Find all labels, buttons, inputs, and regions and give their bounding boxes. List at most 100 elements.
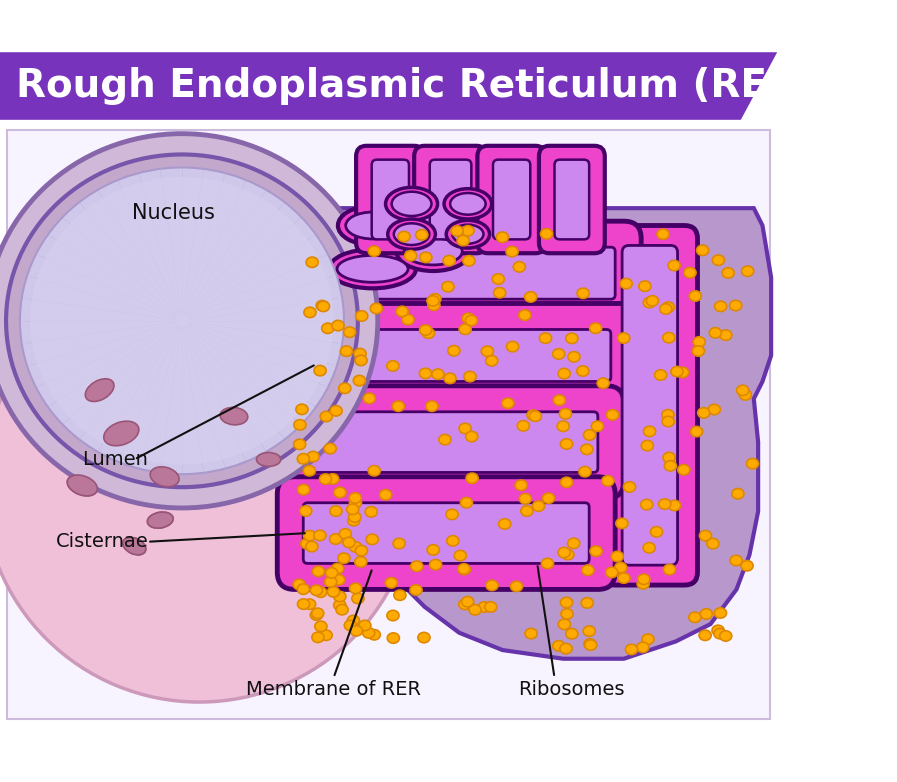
- Ellipse shape: [314, 365, 327, 376]
- Ellipse shape: [625, 644, 638, 655]
- Ellipse shape: [385, 578, 397, 588]
- Ellipse shape: [370, 303, 382, 314]
- Ellipse shape: [692, 346, 704, 357]
- Ellipse shape: [462, 313, 475, 324]
- Ellipse shape: [405, 238, 462, 265]
- Polygon shape: [291, 208, 771, 658]
- Ellipse shape: [297, 584, 309, 594]
- Ellipse shape: [696, 245, 709, 256]
- Ellipse shape: [513, 262, 526, 272]
- Text: Cisternae: Cisternae: [57, 533, 149, 551]
- Ellipse shape: [387, 361, 399, 371]
- Ellipse shape: [698, 407, 710, 418]
- Ellipse shape: [464, 371, 476, 382]
- Ellipse shape: [712, 255, 725, 265]
- Ellipse shape: [333, 575, 344, 585]
- Ellipse shape: [416, 230, 428, 240]
- Text: Ribosomes: Ribosomes: [518, 680, 625, 698]
- Ellipse shape: [458, 599, 471, 609]
- Ellipse shape: [396, 307, 408, 317]
- Ellipse shape: [741, 561, 753, 571]
- Ellipse shape: [411, 561, 422, 572]
- Ellipse shape: [363, 393, 375, 404]
- Ellipse shape: [392, 401, 405, 411]
- Ellipse shape: [506, 246, 518, 256]
- Ellipse shape: [330, 506, 342, 516]
- Ellipse shape: [444, 188, 492, 219]
- Ellipse shape: [709, 404, 720, 414]
- FancyBboxPatch shape: [277, 477, 615, 590]
- Ellipse shape: [668, 500, 681, 511]
- Ellipse shape: [459, 423, 471, 434]
- Ellipse shape: [637, 579, 649, 589]
- Ellipse shape: [368, 246, 380, 256]
- FancyBboxPatch shape: [554, 160, 589, 239]
- Ellipse shape: [499, 518, 510, 529]
- Ellipse shape: [104, 421, 139, 446]
- Ellipse shape: [418, 633, 430, 643]
- Ellipse shape: [365, 507, 378, 517]
- Ellipse shape: [446, 509, 458, 519]
- Ellipse shape: [712, 625, 724, 636]
- Ellipse shape: [518, 421, 529, 431]
- Text: Rough Endoplasmic Reticulum (RER): Rough Endoplasmic Reticulum (RER): [15, 67, 814, 105]
- FancyBboxPatch shape: [493, 160, 530, 239]
- Ellipse shape: [614, 562, 627, 572]
- Ellipse shape: [691, 426, 702, 437]
- Ellipse shape: [368, 630, 380, 640]
- FancyBboxPatch shape: [539, 145, 605, 253]
- Ellipse shape: [736, 386, 749, 396]
- Ellipse shape: [541, 228, 553, 239]
- Ellipse shape: [463, 256, 475, 266]
- Ellipse shape: [306, 257, 318, 267]
- Ellipse shape: [368, 465, 380, 476]
- Ellipse shape: [671, 367, 683, 377]
- Ellipse shape: [444, 373, 456, 383]
- Text: Membrane of RER: Membrane of RER: [246, 680, 421, 698]
- Ellipse shape: [427, 545, 440, 555]
- Ellipse shape: [398, 231, 410, 242]
- Ellipse shape: [326, 568, 338, 578]
- Text: Lumen: Lumen: [83, 450, 148, 469]
- Ellipse shape: [533, 501, 544, 511]
- Ellipse shape: [525, 292, 536, 302]
- Ellipse shape: [663, 332, 675, 343]
- Ellipse shape: [641, 440, 653, 450]
- Ellipse shape: [485, 356, 498, 366]
- Ellipse shape: [710, 328, 721, 338]
- Ellipse shape: [643, 297, 656, 308]
- Ellipse shape: [349, 497, 361, 508]
- Ellipse shape: [257, 453, 281, 466]
- Ellipse shape: [582, 565, 594, 576]
- Ellipse shape: [293, 439, 306, 450]
- Ellipse shape: [662, 416, 675, 427]
- Ellipse shape: [583, 626, 596, 637]
- Ellipse shape: [147, 512, 173, 528]
- Ellipse shape: [366, 534, 379, 544]
- Ellipse shape: [402, 314, 414, 325]
- Ellipse shape: [334, 591, 346, 601]
- Ellipse shape: [320, 630, 332, 640]
- Ellipse shape: [427, 296, 439, 306]
- Ellipse shape: [450, 193, 485, 215]
- Ellipse shape: [329, 249, 416, 289]
- Ellipse shape: [298, 484, 309, 495]
- Ellipse shape: [561, 597, 572, 608]
- Ellipse shape: [585, 640, 597, 651]
- Ellipse shape: [525, 629, 537, 639]
- Ellipse shape: [9, 156, 355, 486]
- Ellipse shape: [318, 301, 329, 311]
- Ellipse shape: [616, 518, 628, 529]
- Ellipse shape: [700, 530, 711, 541]
- Ellipse shape: [405, 250, 417, 261]
- Ellipse shape: [315, 621, 327, 632]
- FancyBboxPatch shape: [477, 145, 546, 253]
- Ellipse shape: [662, 302, 675, 312]
- Ellipse shape: [352, 594, 364, 604]
- Ellipse shape: [457, 235, 469, 246]
- Ellipse shape: [591, 421, 604, 432]
- Ellipse shape: [150, 467, 179, 486]
- Ellipse shape: [739, 389, 752, 400]
- Ellipse shape: [640, 500, 653, 510]
- Ellipse shape: [643, 426, 656, 436]
